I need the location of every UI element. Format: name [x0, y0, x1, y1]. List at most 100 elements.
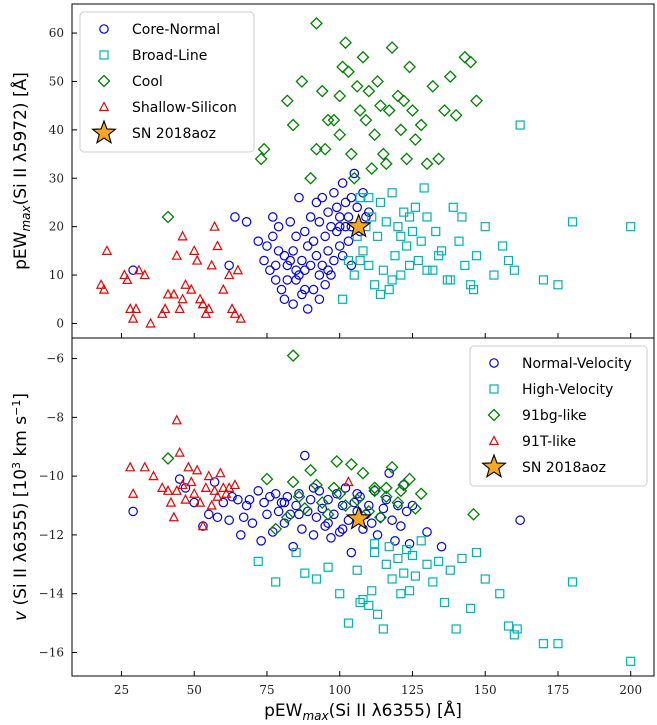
normal-velocity-point: [326, 533, 336, 543]
shallow-silicon-point: [174, 303, 185, 314]
legend-label: Cool: [132, 74, 163, 90]
core-normal-point: [288, 299, 298, 309]
91t-like-point: [215, 467, 226, 478]
high-velocity-point: [387, 574, 397, 584]
shallow-silicon-point: [125, 303, 136, 314]
cool-point: [280, 94, 294, 108]
broad-line-point: [445, 275, 455, 285]
core-normal-point: [334, 212, 345, 222]
broad-line-point: [428, 265, 438, 275]
broad-line-point: [338, 294, 348, 304]
core-normal-point: [294, 192, 304, 203]
normal-velocity-point: [256, 535, 266, 546]
shallow-silicon-point: [130, 303, 142, 314]
broad-line-point: [457, 212, 467, 222]
91t-like-point: [189, 487, 200, 498]
91t-like-point: [221, 487, 232, 498]
91t-like-point: [168, 511, 180, 522]
broad-line-point: [454, 236, 464, 246]
normal-velocity-legend-marker: [489, 358, 499, 368]
cool-point: [295, 75, 309, 88]
sn-2018aoz-legend-marker: [481, 453, 507, 478]
broad-line-point: [422, 212, 432, 222]
broad-line-point: [498, 241, 508, 251]
core-normal-point: [332, 226, 342, 237]
91t-like-point: [223, 482, 235, 492]
shallow-silicon-point: [226, 303, 238, 314]
shallow-silicon-point: [98, 283, 110, 294]
91bg-like-point: [344, 457, 358, 471]
core-normal-point: [334, 221, 345, 232]
core-normal-point: [308, 236, 319, 246]
shallow-silicon-point: [191, 254, 203, 265]
core-normal-point: [311, 197, 322, 208]
core-normal-point: [302, 304, 313, 314]
core-normal-point: [311, 250, 322, 261]
y-tick-label: −8: [46, 410, 64, 424]
91bg-like-point: [350, 493, 364, 507]
core-normal-point: [302, 241, 313, 251]
normal-velocity-point: [241, 500, 252, 511]
91t-like-legend-marker: [488, 435, 500, 446]
cool-point: [458, 50, 472, 64]
high-velocity-point: [434, 556, 444, 566]
core-normal-point: [305, 260, 316, 271]
normal-velocity-point: [294, 488, 304, 499]
normal-velocity-point: [311, 512, 322, 523]
normal-velocity-point: [203, 509, 214, 520]
legend-label: 91bg-like: [522, 408, 587, 424]
broad-line-point: [399, 207, 409, 217]
bottom-panel: −16 −14 −12 −10 −8 −6 25 50 75 100 125 150 175 200 v …: [10, 337, 655, 723]
core-normal-point: [340, 197, 351, 208]
core-normal-point: [317, 192, 328, 203]
broad-line-point: [404, 260, 415, 270]
normal-velocity-point: [407, 500, 418, 511]
broad-line-point: [404, 212, 415, 222]
shallow-silicon-point: [162, 288, 174, 299]
normal-velocity-point: [235, 530, 246, 540]
broad-line-point: [364, 260, 374, 270]
91t-like-point: [157, 482, 168, 492]
x-tick-label: 50: [187, 683, 202, 697]
91t-like-point: [171, 485, 182, 495]
high-velocity-point: [271, 577, 281, 587]
high-velocity-point: [428, 577, 438, 587]
91bg-like-point: [391, 496, 405, 510]
legend-label: Broad-Line: [132, 48, 207, 64]
shallow-silicon-point: [218, 283, 229, 294]
normal-velocity-point: [265, 491, 275, 502]
core-normal-point: [352, 202, 362, 213]
core-normal-point: [285, 255, 296, 266]
broad-line-point: [553, 280, 563, 290]
91bg-like-point: [327, 481, 341, 495]
broad-line-point: [349, 270, 359, 280]
normal-velocity-point: [259, 497, 269, 508]
91t-like-point: [183, 461, 194, 472]
cool-point: [464, 55, 478, 69]
shallow-silicon-point: [177, 230, 188, 241]
cool-point: [254, 152, 268, 166]
legend-label: 91T-like: [522, 434, 576, 450]
y-tick-label: 50: [49, 74, 64, 88]
y-tick-label: 40: [49, 123, 64, 137]
cool-point: [359, 113, 373, 127]
shallow-silicon-point: [139, 269, 150, 280]
normal-velocity-point: [294, 509, 304, 520]
legend-label: Shallow-Silicon: [132, 100, 237, 116]
high-velocity-point: [457, 553, 467, 564]
cool-point: [356, 50, 370, 64]
normal-velocity-point: [305, 494, 316, 505]
broad-line-point: [358, 246, 368, 256]
legend-box: [79, 11, 255, 153]
normal-velocity-point: [381, 494, 392, 505]
normal-velocity-point: [128, 506, 138, 517]
normal-velocity-point: [436, 541, 447, 552]
core-normal-point: [308, 284, 319, 295]
core-normal-point: [297, 289, 307, 300]
shallow-silicon-point: [189, 245, 200, 255]
core-normal-point: [294, 270, 304, 280]
cool-point: [347, 171, 361, 185]
cool-point: [376, 147, 390, 161]
cool-point: [310, 142, 323, 156]
